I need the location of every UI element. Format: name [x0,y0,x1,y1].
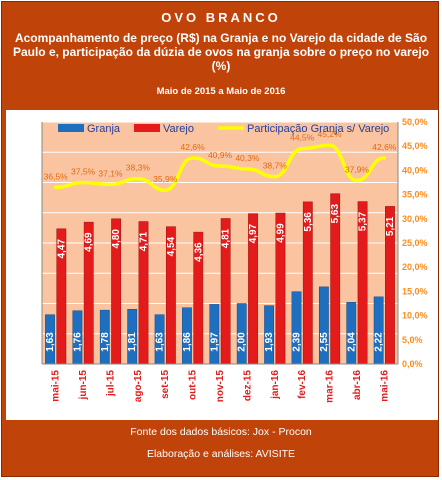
x-tick-label: mar-16 [325,370,336,403]
footer-source: Fonte dos dados básicos: Jox - Procon [130,426,312,438]
y-right-tick-label: 10,0% [402,311,428,321]
bar-varejo-label: 4,99 [275,223,286,243]
line-participacao-label: 42,6% [372,142,397,152]
combo-chart: 0,00 1,00 2,00 3,00 4,00 5,00 6,00 7,00 8,00 0,0%… [20,117,428,403]
y-right-tick-label: 35,0% [402,190,428,200]
line-participacao-label: 40,3% [235,153,260,163]
y-right-tick-label: 20,0% [402,262,428,272]
line-participacao [53,143,387,192]
bar-granja-label: 1,93 [264,332,275,352]
chart-title: OVO BRANCO [161,10,281,25]
line-participacao-label: 36,5% [44,171,69,181]
bar-granja-label: 1,63 [155,332,166,352]
y-left-tick-label: 8,00 [20,117,38,127]
legend-participacao-label: Participação Granja s/ Varejo [247,123,389,135]
y-left-tick-label: 4,00 [20,238,38,248]
chart-area: 0,00 1,00 2,00 3,00 4,00 5,00 6,00 7,00 8,00 0,0%… [6,110,438,420]
y-right-tick-label: 40,0% [402,165,428,175]
x-tick-label: mai-15 [51,370,62,402]
y-left-tick-label: 0,00 [20,359,38,369]
line-participacao-label: 42,6% [181,142,206,152]
bar-varejo-label: 5,21 [385,216,396,236]
y-right-tick-label: 30,0% [402,214,428,224]
legend-varejo-swatch [134,124,160,132]
x-tick-label: set-15 [160,370,171,399]
bar-granja [373,296,384,365]
line-participacao-label: 40,9% [208,150,233,160]
footer-credits: Elaboração e análises: AVISITE [146,448,296,460]
line-participacao-label: 37,1% [98,168,123,178]
line-participacao-label: 45,2% [317,129,342,139]
x-tick-label: jul-15 [105,370,116,398]
y-left-tick-label: 1,00 [20,329,38,339]
bar-varejo-label: 4,69 [84,232,95,252]
chart-subtitle: Acompanhamento de preço (R$) na Granja e… [12,31,430,73]
bar-granja-label: 1,76 [72,332,83,352]
bar-varejo-label: 4,54 [166,236,177,256]
x-tick-label: out-15 [188,370,199,400]
x-tick-label: abr-16 [352,370,363,400]
x-tick-label: mai-16 [379,370,390,402]
x-tick-label: nov-15 [215,370,226,403]
line-participacao-label: 37,9% [345,165,370,175]
line-participacao-label: 38,3% [126,163,151,173]
y-left-tick-label: 7,00 [20,147,38,157]
bar-granja-label: 1,63 [45,332,56,352]
bar-granja-label: 1,97 [209,332,220,352]
y-right-tick-label: 45,0% [402,141,428,151]
y-right-tick-label: 0,0% [402,359,423,369]
bar-granja-label: 2,04 [346,332,357,352]
x-tick-label: jun-15 [78,370,89,401]
y-right-tick-label: 25,0% [402,238,428,248]
y-right-tick-label: 5,0% [402,335,423,345]
bar-granja-label: 1,86 [182,332,193,352]
bar-granja [291,291,302,365]
bar-granja-label: 1,81 [127,332,138,352]
bar-granja-label: 2,55 [319,332,330,352]
x-tick-label: dez-15 [242,370,253,402]
x-tick-label: fev-16 [297,370,308,399]
bar-granja-label: 2,22 [374,332,385,352]
y-left-tick-label: 6,00 [20,178,38,188]
legend-granja-swatch [58,124,84,132]
legend-granja-label: Granja [87,123,121,135]
bar-varejo-label: 4,47 [56,239,67,259]
x-tick-label: jan-16 [270,370,281,400]
bar-varejo-label: 4,36 [193,242,204,262]
y-right-tick-label: 50,0% [402,117,428,127]
line-participacao-label: 37,5% [71,167,96,177]
y-right-tick-label: 15,0% [402,286,428,296]
bar-varejo-label: 5,63 [330,204,341,224]
bar-varejo-label: 5,36 [303,212,314,232]
bar-varejo-label: 4,81 [221,228,232,248]
x-tick-label: ago-15 [133,370,144,403]
bar-granja-label: 2,39 [291,332,302,352]
bar-varejo-label: 4,97 [248,223,259,243]
legend-varejo-label: Varejo [163,123,194,135]
bar-granja-label: 2,00 [237,332,248,352]
chart-period: Maio de 2015 a Maio de 2016 [156,86,286,97]
line-participacao-label: 44,5% [290,133,315,143]
y-left-tick-label: 5,00 [20,208,38,218]
line-participacao-label: 35,9% [153,174,178,184]
y-left-tick-label: 2,00 [20,299,38,309]
bar-varejo-label: 4,80 [111,229,122,249]
bar-varejo-label: 4,71 [139,231,150,251]
bar-varejo-label: 5,37 [358,211,369,231]
line-participacao-label: 38,7% [263,161,288,171]
bar-granja-label: 1,78 [100,332,111,352]
y-left-tick-label: 3,00 [20,268,38,278]
